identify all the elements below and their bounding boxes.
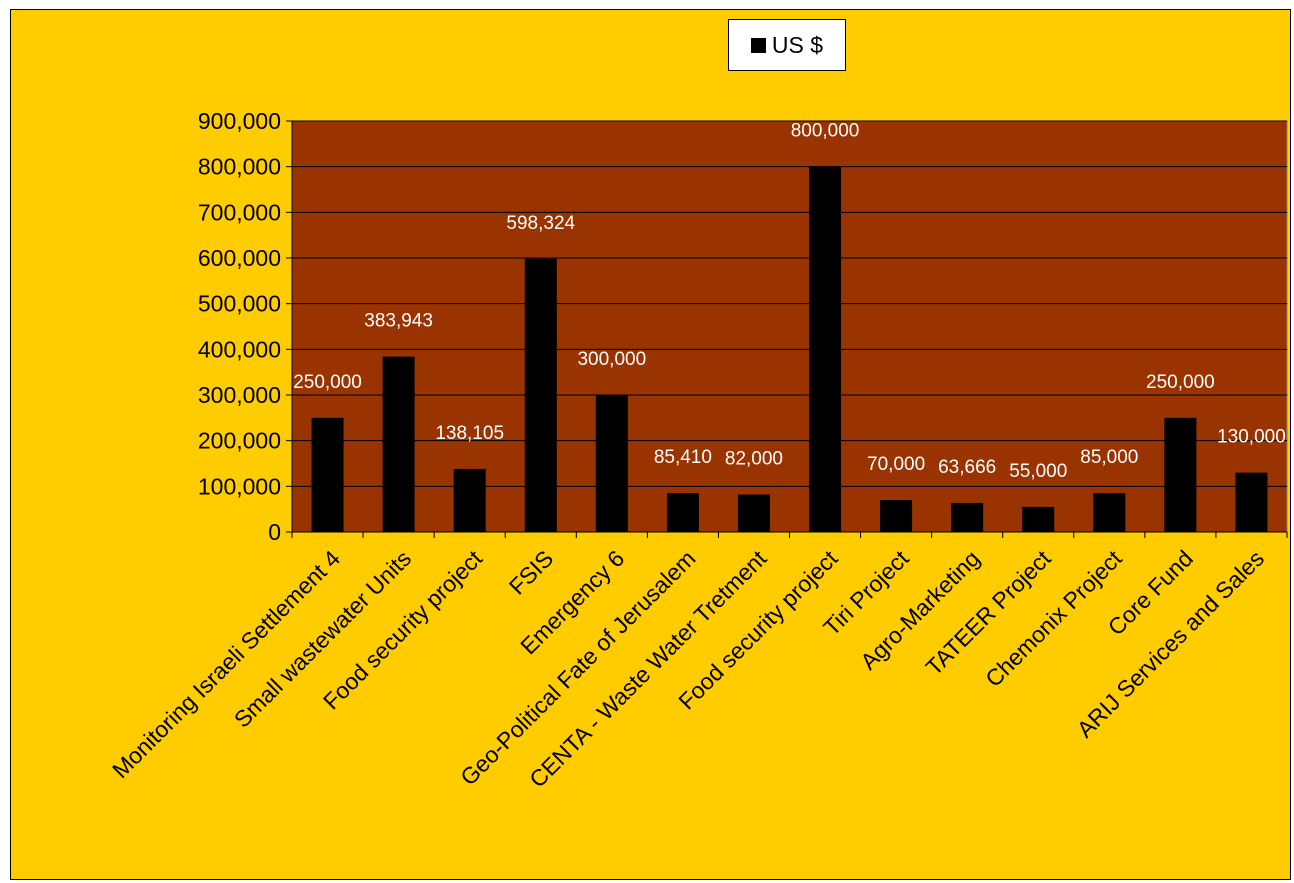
bar bbox=[880, 500, 913, 532]
data-label: 383,943 bbox=[364, 311, 433, 332]
bar bbox=[1093, 493, 1126, 532]
bar bbox=[809, 166, 842, 532]
data-label: 250,000 bbox=[1146, 372, 1215, 393]
data-label: 85,000 bbox=[1080, 447, 1138, 468]
bar bbox=[666, 492, 699, 532]
bar bbox=[951, 502, 984, 532]
y-tick-label: 800,000 bbox=[198, 154, 281, 180]
legend-swatch-us-dollar bbox=[750, 37, 766, 53]
data-label: 85,410 bbox=[654, 447, 712, 468]
y-tick-label: 300,000 bbox=[198, 382, 281, 408]
data-label: 138,105 bbox=[435, 423, 504, 444]
bar bbox=[1164, 417, 1197, 532]
y-tick-label: 500,000 bbox=[198, 291, 281, 317]
bar bbox=[737, 494, 770, 532]
bar bbox=[382, 356, 415, 532]
y-tick-label: 900,000 bbox=[198, 108, 281, 134]
data-label: 250,000 bbox=[293, 372, 362, 393]
y-tick-label: 700,000 bbox=[198, 199, 281, 225]
bar bbox=[453, 468, 486, 532]
bar bbox=[595, 395, 628, 532]
legend-label: US $ bbox=[771, 31, 824, 58]
bar bbox=[524, 258, 557, 532]
bar bbox=[1235, 472, 1268, 532]
bar bbox=[311, 417, 344, 532]
chart-legend: US $ bbox=[728, 19, 846, 71]
plot-area bbox=[291, 120, 1288, 533]
data-label: 70,000 bbox=[867, 454, 925, 475]
category-label: TATEER Project bbox=[921, 545, 1057, 681]
data-label: 598,324 bbox=[506, 213, 575, 234]
category-label: FSIS bbox=[504, 545, 559, 600]
data-label: 300,000 bbox=[577, 349, 646, 370]
bar bbox=[1022, 506, 1055, 532]
data-label: 55,000 bbox=[1009, 461, 1067, 482]
y-tick-label: 0 bbox=[268, 519, 281, 545]
y-tick-label: 100,000 bbox=[198, 473, 281, 499]
y-tick-label: 600,000 bbox=[198, 245, 281, 271]
y-tick-label: 200,000 bbox=[198, 428, 281, 454]
data-label: 63,666 bbox=[938, 457, 996, 478]
data-label: 82,000 bbox=[725, 449, 783, 470]
data-label: 800,000 bbox=[791, 121, 860, 142]
data-label: 130,000 bbox=[1217, 427, 1286, 448]
y-tick-label: 400,000 bbox=[198, 336, 281, 362]
